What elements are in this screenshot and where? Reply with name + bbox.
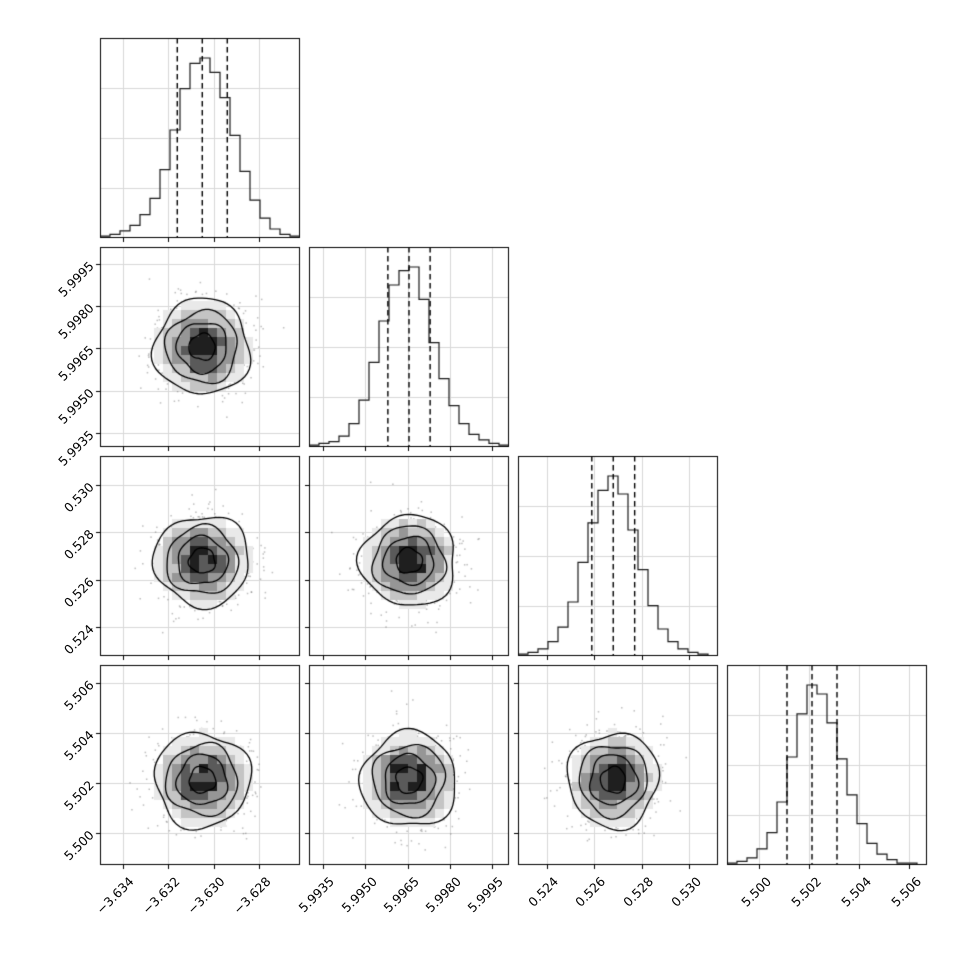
corner-plot-figure: −3.634 −3.632 −3.630 −3.628 5.9935 5.9950 5.99… xyxy=(0,0,970,970)
corner-plot-canvas xyxy=(0,0,970,970)
